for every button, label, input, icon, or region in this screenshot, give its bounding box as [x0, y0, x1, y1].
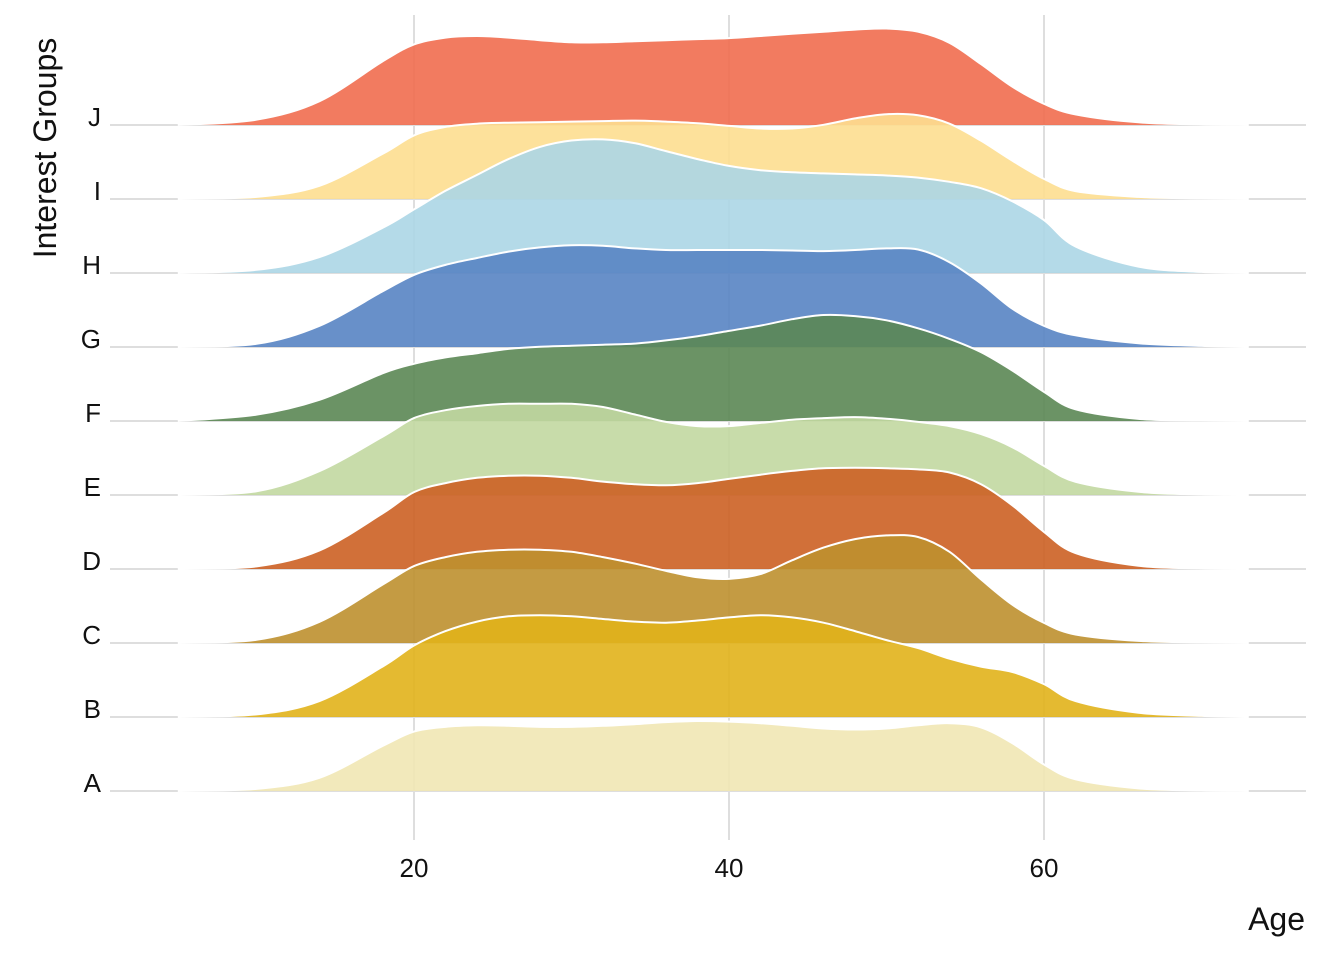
x-tick-label: 20 — [400, 853, 429, 883]
ridge-area-H — [177, 139, 1249, 273]
y-tick-label-I: I — [94, 176, 101, 206]
y-tick-label-E: E — [84, 472, 101, 502]
y-tick-label-J: J — [88, 102, 101, 132]
y-tick-label-G: G — [81, 324, 101, 354]
x-tick-label: 60 — [1030, 853, 1059, 883]
ridge-area-I — [177, 113, 1249, 199]
ridge-layer — [177, 27, 1249, 792]
ridge-outline-C — [177, 534, 1249, 644]
y-tick-label-A: A — [84, 768, 102, 798]
ridge-area-A — [177, 721, 1249, 791]
ridge-outline-H — [177, 138, 1249, 274]
y-axis-title: Interest Groups — [27, 38, 63, 259]
y-tick-label-C: C — [82, 620, 101, 650]
ridge-outline-E — [177, 402, 1249, 496]
ridge-area-G — [177, 245, 1249, 347]
y-tick-labels: A B C D E F G H I J — [81, 102, 102, 798]
x-axis-title: Age — [1248, 901, 1305, 937]
y-tick-label-H: H — [82, 250, 101, 280]
y-tick-label-B: B — [84, 694, 101, 724]
ridge-outline-A — [177, 719, 1249, 792]
ridge-area-F — [177, 314, 1249, 421]
ridge-outline-G — [177, 244, 1249, 348]
ridge-outline-D — [177, 466, 1249, 570]
ridge-outline-F — [177, 313, 1249, 422]
ridge-outline-B — [177, 614, 1249, 718]
y-tick-label-D: D — [82, 546, 101, 576]
x-tick-label: 40 — [715, 853, 744, 883]
y-tick-label-F: F — [85, 398, 101, 428]
ridge-outline-I — [177, 112, 1249, 200]
x-tick-labels: 20 40 60 — [400, 853, 1059, 883]
ridge-area-B — [177, 615, 1249, 717]
ridge-outline-J — [177, 27, 1249, 126]
ridge-area-J — [177, 28, 1249, 125]
ridge-area-D — [177, 467, 1249, 569]
ridge-area-E — [177, 403, 1249, 495]
ridge-area-C — [177, 535, 1249, 643]
